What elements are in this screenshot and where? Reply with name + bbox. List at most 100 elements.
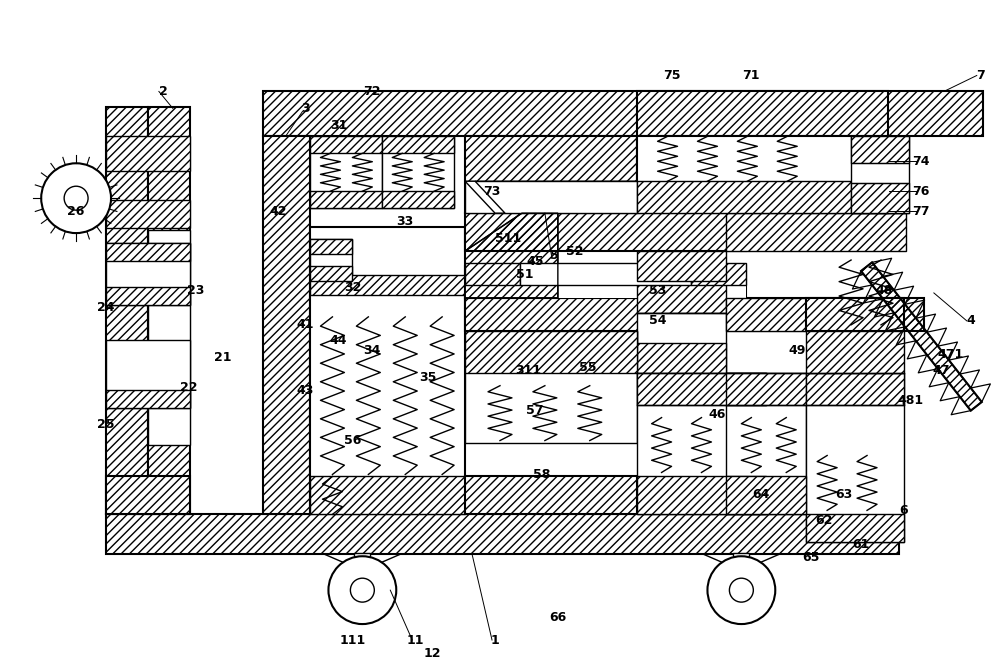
Text: 63: 63 xyxy=(835,488,853,501)
Text: 311: 311 xyxy=(515,364,541,377)
Text: 23: 23 xyxy=(187,284,204,298)
Text: 49: 49 xyxy=(789,344,806,357)
Bar xyxy=(465,331,637,373)
Text: 481: 481 xyxy=(898,394,924,407)
Bar xyxy=(106,200,190,228)
Text: 3: 3 xyxy=(301,102,310,115)
Bar xyxy=(310,137,382,208)
Bar xyxy=(465,298,924,331)
Text: 44: 44 xyxy=(330,334,347,347)
Bar xyxy=(148,230,190,444)
Bar xyxy=(263,91,983,137)
Text: 71: 71 xyxy=(743,69,760,82)
Text: 471: 471 xyxy=(938,348,964,361)
Circle shape xyxy=(64,186,88,210)
Text: 73: 73 xyxy=(483,185,501,198)
Bar xyxy=(465,213,746,251)
Bar xyxy=(637,343,726,373)
Text: 65: 65 xyxy=(802,551,820,564)
Bar xyxy=(806,373,904,542)
Circle shape xyxy=(729,578,753,602)
Bar xyxy=(637,251,726,281)
Text: 35: 35 xyxy=(420,371,437,385)
Bar xyxy=(310,477,465,514)
Text: 33: 33 xyxy=(397,215,414,227)
Text: 34: 34 xyxy=(364,344,381,357)
Bar xyxy=(637,91,888,137)
Circle shape xyxy=(328,556,396,624)
Text: 55: 55 xyxy=(579,361,597,374)
Bar xyxy=(726,373,806,514)
Text: 76: 76 xyxy=(912,185,930,198)
Text: 58: 58 xyxy=(533,468,551,481)
Bar xyxy=(382,137,454,208)
Bar xyxy=(310,227,465,514)
Bar xyxy=(726,373,806,404)
Bar xyxy=(310,137,382,153)
Text: 24: 24 xyxy=(97,302,115,314)
Text: 4: 4 xyxy=(966,314,975,328)
Text: 51: 51 xyxy=(516,269,534,282)
Text: 11: 11 xyxy=(406,634,424,646)
Bar xyxy=(382,137,454,153)
Text: 72: 72 xyxy=(364,85,381,98)
Bar xyxy=(637,477,766,514)
Text: 54: 54 xyxy=(649,314,666,328)
Text: 62: 62 xyxy=(815,514,833,527)
Bar xyxy=(520,263,691,285)
Text: 43: 43 xyxy=(297,384,314,397)
Bar xyxy=(637,137,888,213)
Bar xyxy=(806,331,904,373)
Text: 6: 6 xyxy=(900,504,908,517)
Text: 31: 31 xyxy=(330,119,347,132)
Bar xyxy=(106,477,190,514)
Bar xyxy=(851,137,909,213)
Bar xyxy=(806,514,904,542)
Text: 77: 77 xyxy=(912,205,930,217)
Text: 75: 75 xyxy=(663,69,680,82)
Bar xyxy=(637,313,726,373)
Text: 1: 1 xyxy=(491,634,499,646)
Circle shape xyxy=(350,578,374,602)
Bar xyxy=(851,137,909,163)
Text: 45: 45 xyxy=(526,255,544,267)
Bar xyxy=(726,298,806,331)
Bar xyxy=(263,137,310,514)
Bar xyxy=(310,239,352,254)
Text: 7: 7 xyxy=(976,69,985,82)
Circle shape xyxy=(707,556,775,624)
Text: 21: 21 xyxy=(214,351,231,364)
Bar xyxy=(310,266,352,281)
Bar xyxy=(148,107,190,514)
Text: 47: 47 xyxy=(932,364,950,377)
Text: 66: 66 xyxy=(549,611,566,624)
Bar xyxy=(465,266,746,298)
Bar xyxy=(465,181,637,213)
Text: 2: 2 xyxy=(159,85,167,98)
Text: 64: 64 xyxy=(753,488,770,501)
Bar xyxy=(106,390,190,408)
Bar xyxy=(106,243,190,305)
Bar xyxy=(310,191,382,208)
Bar xyxy=(637,373,766,514)
Bar xyxy=(806,298,904,331)
Bar xyxy=(106,340,190,408)
Text: 42: 42 xyxy=(270,205,287,217)
Text: 111: 111 xyxy=(339,634,366,646)
Text: 57: 57 xyxy=(526,404,544,417)
Polygon shape xyxy=(465,181,505,213)
Text: 41: 41 xyxy=(297,318,314,332)
Bar xyxy=(465,286,746,298)
Text: 53: 53 xyxy=(649,284,666,298)
Bar xyxy=(691,263,746,285)
Text: 61: 61 xyxy=(852,538,870,551)
Text: 511: 511 xyxy=(495,231,521,245)
Bar xyxy=(106,107,148,514)
Bar xyxy=(851,183,909,213)
Bar xyxy=(726,213,906,251)
Text: 25: 25 xyxy=(97,418,115,431)
Text: 5: 5 xyxy=(550,249,559,261)
Text: 48: 48 xyxy=(875,284,893,298)
Text: 22: 22 xyxy=(180,381,198,394)
Bar xyxy=(637,281,726,313)
